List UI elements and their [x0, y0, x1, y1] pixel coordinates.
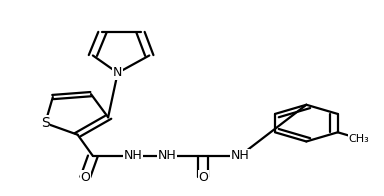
Text: CH₃: CH₃ [349, 134, 369, 144]
Text: NH: NH [230, 150, 249, 162]
Text: NH: NH [158, 150, 177, 162]
Text: NH: NH [124, 150, 142, 162]
Text: S: S [41, 116, 50, 130]
Text: O: O [199, 171, 209, 184]
Text: N: N [113, 66, 122, 79]
Text: O: O [80, 171, 90, 184]
